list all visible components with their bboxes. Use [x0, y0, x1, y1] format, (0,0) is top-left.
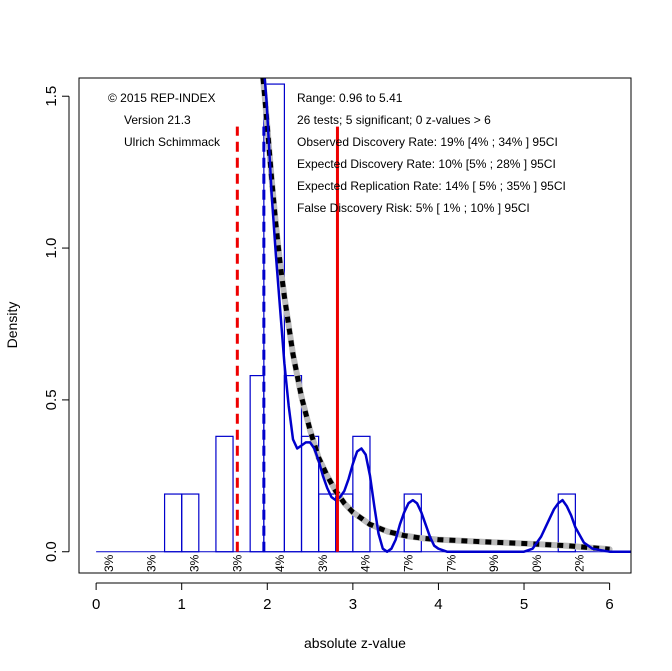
bin-label-7: 77% [402, 554, 416, 578]
x-tick-label-0: 0 [92, 596, 100, 613]
x-tick-label-1: 1 [178, 596, 186, 613]
plot-frame [78, 77, 632, 574]
histogram-bar-1 [181, 493, 200, 553]
bin-label-6: 44% [359, 554, 373, 578]
histogram-bar-0 [163, 493, 183, 553]
bin-label-3: 3% [230, 554, 244, 572]
bin-label-9: 89% [487, 554, 501, 578]
x-tick-label-3: 3 [349, 596, 357, 613]
stat-tests: 26 tests; 5 significant; 0 z-values > 6 [297, 113, 491, 127]
bin-label-2: 3% [188, 554, 202, 572]
y-tick-label-3: 1.5 [43, 86, 60, 107]
bin-label-4: 4% [273, 554, 287, 572]
stat-expected-replication-rate: Expected Replication Rate: 14% [ 5% ; 35… [297, 179, 566, 193]
y-tick-label-1: 0.5 [43, 389, 60, 410]
series-predicted-dashed [260, 78, 610, 552]
credit-author: Ulrich Schimmack [124, 135, 221, 149]
x-tick-label-2: 2 [263, 596, 271, 613]
axis-layer: 0 1 2 3 4 5 6 0.0 0.5 1.0 1.5 [43, 86, 614, 613]
credits-annotation: © 2015 REP-INDEX Version 21.3 Ulrich Sch… [108, 91, 221, 149]
stat-false-discovery-risk: False Discovery Risk: 5% [ 1% ; 10% ] 95… [297, 201, 530, 215]
y-axis-title: Density [4, 302, 20, 349]
bin-label-0: 3% [102, 554, 116, 572]
bin-label-1: 3% [145, 554, 159, 572]
histogram-bar-3 [249, 375, 265, 553]
histogram-bar-2 [215, 435, 234, 553]
histogram-bar-7 [318, 493, 337, 553]
bin-label-11: 92% [573, 554, 587, 578]
statistics-annotation: Range: 0.96 to 5.41 26 tests; 5 signific… [297, 91, 566, 215]
x-tick-label-5: 5 [520, 596, 528, 613]
x-tick-label-4: 4 [434, 596, 442, 613]
x-axis-title: absolute z-value [304, 635, 406, 651]
histogram-bar-10 [403, 493, 422, 553]
y-tick-label-2: 1.0 [43, 238, 60, 259]
bin-label-10: 90% [530, 554, 544, 578]
bin-label-8: 87% [444, 554, 458, 578]
plot-layer: 3% 3% 3% 3% 4% 13% 44% 77% 87% 89% 90% 92% [96, 78, 631, 578]
y-tick-label-0: 0.0 [43, 541, 60, 562]
bin-label-5: 13% [316, 554, 330, 578]
credit-copyright: © 2015 REP-INDEX [108, 91, 216, 105]
stat-range: Range: 0.96 to 5.41 [297, 91, 403, 105]
stat-expected-discovery-rate: Expected Discovery Rate: 10% [5% ; 28% ]… [297, 157, 556, 171]
stat-observed-discovery-rate: Observed Discovery Rate: 19% [4% ; 34% ]… [297, 135, 558, 149]
series-kernel-density [263, 78, 631, 553]
credit-version: Version 21.3 [124, 113, 191, 127]
x-tick-label-6: 6 [605, 596, 613, 613]
histogram-bar-5 [283, 375, 303, 553]
